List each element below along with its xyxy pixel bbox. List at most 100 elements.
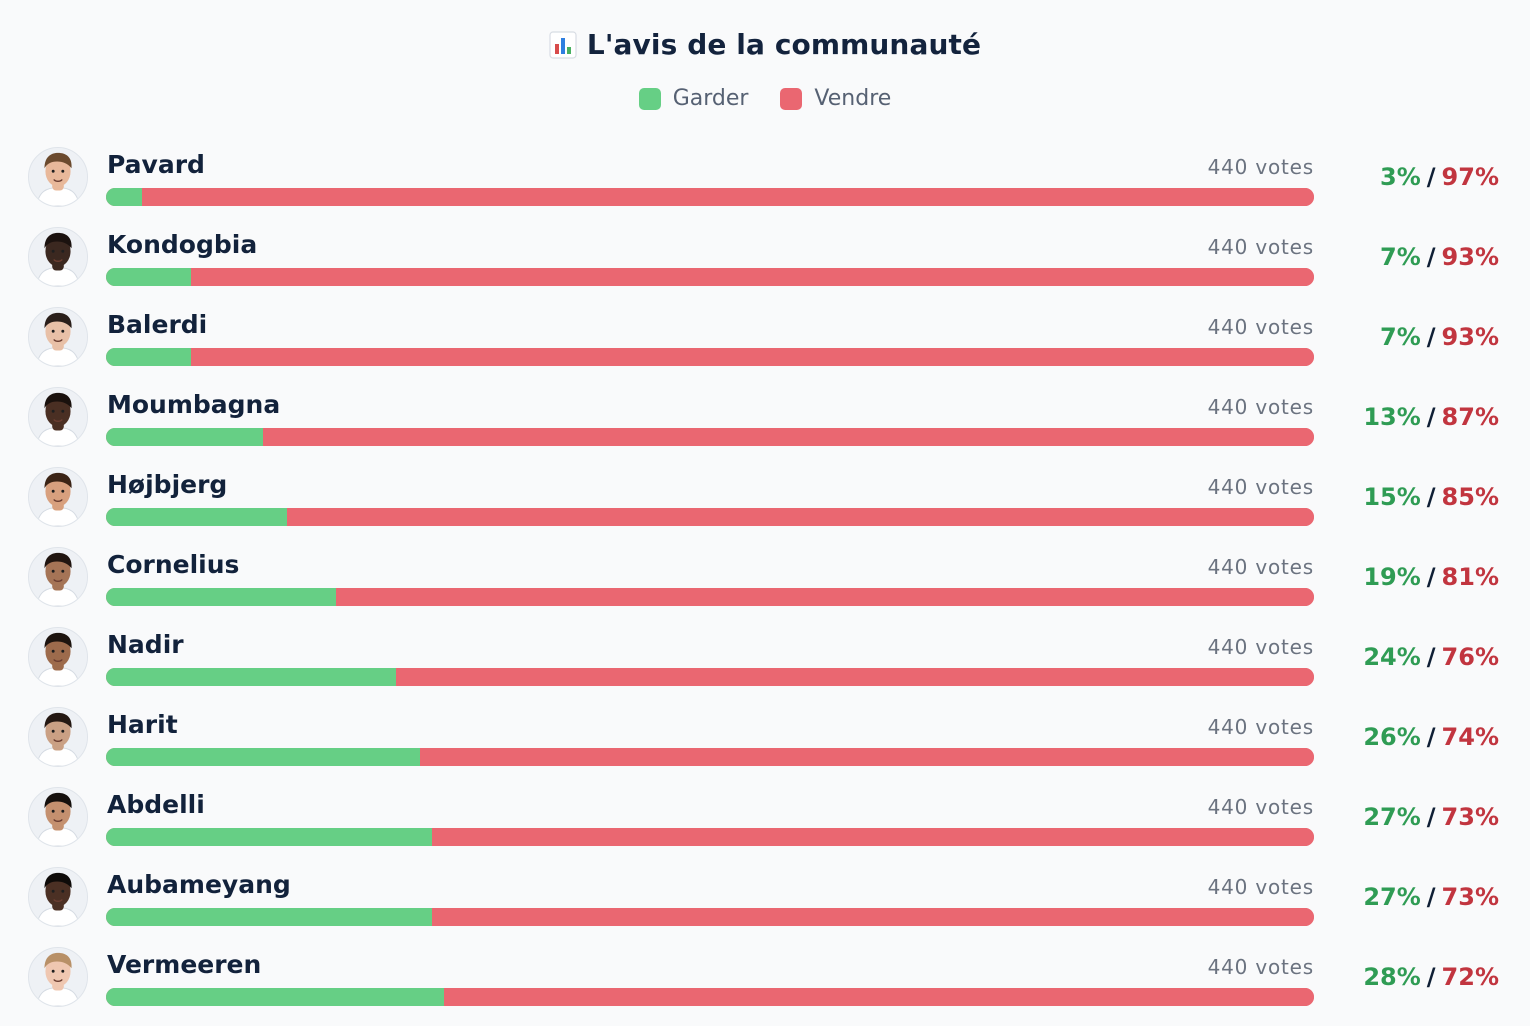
player-row: Kondogbia 440 votes 7%/93% xyxy=(0,226,1530,306)
legend-item-vendre[interactable]: Vendre xyxy=(780,86,891,111)
percent-garder: 19% xyxy=(1363,563,1421,591)
bar-segment-garder xyxy=(106,268,191,286)
player-name: Aubameyang xyxy=(107,870,291,899)
legend-label-vendre: Vendre xyxy=(814,86,892,111)
vote-percentages: 7%/93% xyxy=(1380,323,1499,351)
player-row: Abdelli 440 votes 27%/73% xyxy=(0,786,1530,866)
vote-count: 440 votes xyxy=(1207,555,1314,579)
player-name: Nadir xyxy=(107,630,184,659)
vote-percentages: 19%/81% xyxy=(1363,563,1499,591)
vote-count: 440 votes xyxy=(1207,395,1314,419)
player-name: Abdelli xyxy=(107,790,205,819)
bar-segment-vendre xyxy=(190,348,1314,366)
vote-bar xyxy=(106,268,1314,286)
bar-segment-garder xyxy=(106,828,433,846)
percent-vendre: 76% xyxy=(1441,643,1499,671)
percent-garder: 13% xyxy=(1363,403,1421,431)
chart-title: L'avis de la communauté xyxy=(586,28,982,61)
percent-vendre: 74% xyxy=(1441,723,1499,751)
player-avatar-icon xyxy=(28,947,88,1007)
vote-percentages: 15%/85% xyxy=(1363,483,1499,511)
player-name: Pavard xyxy=(107,150,205,179)
vote-count: 440 votes xyxy=(1207,155,1314,179)
vote-percentages: 28%/72% xyxy=(1363,963,1499,991)
player-name: Vermeeren xyxy=(107,950,262,979)
legend-label-garder: Garder xyxy=(672,86,749,111)
percent-separator: / xyxy=(1426,403,1436,431)
bar-segment-vendre xyxy=(335,588,1314,606)
player-row: Højbjerg 440 votes 15%/85% xyxy=(0,466,1530,546)
percent-separator: / xyxy=(1426,563,1436,591)
player-row: Aubameyang 440 votes 27%/73% xyxy=(0,866,1530,946)
player-row: Harit 440 votes 26%/74% xyxy=(0,706,1530,786)
vote-bar xyxy=(106,828,1314,846)
percent-separator: / xyxy=(1426,723,1436,751)
bar-segment-garder xyxy=(106,508,288,526)
percent-vendre: 73% xyxy=(1441,803,1499,831)
percent-separator: / xyxy=(1426,323,1436,351)
player-avatar-icon xyxy=(28,467,88,527)
vote-bar xyxy=(106,668,1314,686)
player-avatar-icon xyxy=(28,627,88,687)
percent-vendre: 87% xyxy=(1441,403,1499,431)
legend-item-garder[interactable]: Garder xyxy=(638,86,749,111)
bar-segment-garder xyxy=(106,348,191,366)
vote-bar xyxy=(106,988,1314,1006)
vote-bar xyxy=(106,748,1314,766)
percent-garder: 7% xyxy=(1380,243,1421,271)
player-name: Harit xyxy=(107,710,178,739)
percent-vendre: 72% xyxy=(1441,963,1499,991)
percent-garder: 26% xyxy=(1363,723,1421,751)
vote-bar xyxy=(106,908,1314,926)
percent-vendre: 97% xyxy=(1441,163,1499,191)
player-name: Moumbagna xyxy=(107,390,281,419)
percent-separator: / xyxy=(1426,643,1436,671)
percent-separator: / xyxy=(1426,163,1436,191)
vote-count: 440 votes xyxy=(1207,955,1314,979)
player-avatar-icon xyxy=(28,787,88,847)
percent-garder: 24% xyxy=(1363,643,1421,671)
vote-count: 440 votes xyxy=(1207,235,1314,259)
percent-garder: 7% xyxy=(1380,323,1421,351)
percent-vendre: 85% xyxy=(1441,483,1499,511)
vote-count: 440 votes xyxy=(1207,475,1314,499)
vote-bar xyxy=(106,508,1314,526)
player-name: Cornelius xyxy=(107,550,240,579)
percent-garder: 28% xyxy=(1363,963,1421,991)
vote-count: 440 votes xyxy=(1207,795,1314,819)
player-avatar-icon xyxy=(28,227,88,287)
vote-bar xyxy=(106,588,1314,606)
bar-segment-vendre xyxy=(190,268,1314,286)
bar-segment-garder xyxy=(106,908,433,926)
player-row: Nadir 440 votes 24%/76% xyxy=(0,626,1530,706)
percent-separator: / xyxy=(1426,803,1436,831)
percent-separator: / xyxy=(1426,883,1436,911)
legend-swatch-vendre xyxy=(780,87,803,110)
percent-separator: / xyxy=(1426,243,1436,271)
player-avatar-icon xyxy=(28,147,88,207)
poll-header: L'avis de la communauté xyxy=(0,28,1530,61)
player-avatar-icon xyxy=(28,307,88,367)
player-avatar-icon xyxy=(28,387,88,447)
vote-percentages: 27%/73% xyxy=(1363,803,1499,831)
vote-percentages: 24%/76% xyxy=(1363,643,1499,671)
vote-percentages: 7%/93% xyxy=(1380,243,1499,271)
percent-separator: / xyxy=(1426,483,1436,511)
player-avatar-icon xyxy=(28,867,88,927)
bar-segment-garder xyxy=(106,588,336,606)
bar-segment-vendre xyxy=(287,508,1314,526)
vote-percentages: 26%/74% xyxy=(1363,723,1499,751)
bar-segment-garder xyxy=(106,428,264,446)
vote-count: 440 votes xyxy=(1207,315,1314,339)
vote-count: 440 votes xyxy=(1207,715,1314,739)
vote-percentages: 13%/87% xyxy=(1363,403,1499,431)
bar-segment-garder xyxy=(106,988,445,1006)
bar-chart-icon xyxy=(549,30,577,59)
vote-percentages: 27%/73% xyxy=(1363,883,1499,911)
bar-segment-vendre xyxy=(432,908,1314,926)
bar-segment-garder xyxy=(106,748,421,766)
percent-vendre: 73% xyxy=(1441,883,1499,911)
percent-garder: 15% xyxy=(1363,483,1421,511)
player-row: Cornelius 440 votes 19%/81% xyxy=(0,546,1530,626)
